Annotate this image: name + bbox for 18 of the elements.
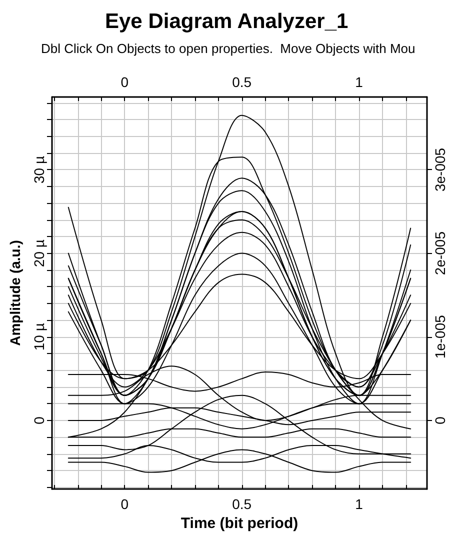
x-axis-title: Time (bit period): [180, 514, 298, 532]
x2-tick-label: 0: [120, 74, 129, 90]
y-tick-label: 10 µ: [31, 323, 47, 351]
y-axis-title: Amplitude (a.u.): [7, 240, 23, 346]
chart-subtitle: Dbl Click On Objects to open properties. Move Objects with Mou: [41, 41, 416, 56]
y-tick-label: 30 µ: [31, 156, 47, 184]
y2-tick-label: 0: [432, 416, 448, 424]
y-tick-label: 0: [31, 416, 47, 424]
x-tick-label: 0: [120, 496, 129, 512]
y2-tick-label: 3e-005: [432, 148, 448, 192]
x2-tick-label: 0.5: [232, 74, 252, 90]
x-tick-label: 0.5: [232, 496, 252, 512]
x2-tick-label: 1: [355, 74, 364, 90]
x-tick-label: 1: [355, 496, 364, 512]
y2-tick-label: 1e-005: [432, 314, 448, 359]
chart-title: Eye Diagram Analyzer_1: [105, 10, 348, 33]
y-tick-label: 20 µ: [31, 240, 47, 268]
y2-tick-label: 2e-005: [432, 231, 448, 276]
